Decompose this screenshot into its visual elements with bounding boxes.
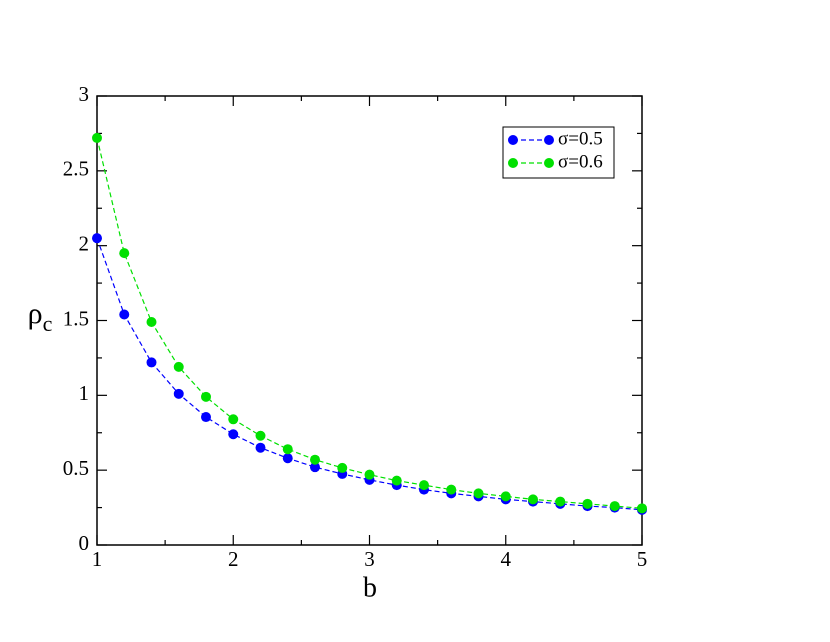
data-point — [228, 429, 239, 440]
data-point — [201, 391, 211, 402]
data-point — [637, 503, 647, 514]
y-tick-label: 0.5 — [63, 456, 89, 480]
y-tick-label: 0 — [79, 531, 90, 555]
data-point — [201, 412, 211, 423]
x-tick-label: 3 — [364, 547, 375, 571]
data-point — [555, 496, 566, 507]
x-tick-label: 1 — [92, 547, 103, 571]
data-point — [473, 488, 484, 499]
x-tick-label: 5 — [637, 547, 648, 571]
y-tick-label: 3 — [79, 82, 90, 106]
y-tick-label: 2.5 — [63, 157, 89, 181]
data-point — [119, 309, 130, 320]
data-point — [146, 357, 157, 368]
data-point — [582, 498, 593, 509]
data-point — [146, 316, 157, 327]
data-point — [92, 132, 102, 143]
data-point — [282, 453, 293, 464]
series-line — [96, 137, 643, 509]
legend-marker — [544, 158, 554, 168]
legend-marker — [544, 135, 554, 145]
data-point — [310, 462, 320, 473]
y-axis-label: ρc — [28, 297, 53, 336]
legend-marker — [508, 135, 518, 145]
x-axis-label: b — [363, 572, 377, 603]
y-tick-label: 2 — [79, 231, 90, 255]
data-point — [609, 501, 620, 512]
data-point — [337, 462, 348, 473]
legend-marker — [508, 158, 518, 168]
y-tick-label: 1 — [79, 381, 90, 405]
data-point — [282, 444, 293, 455]
data-point — [364, 469, 375, 480]
data-point — [310, 454, 320, 465]
y-axis-label-main: ρ — [28, 297, 43, 330]
data-point — [173, 361, 184, 372]
data-point — [255, 442, 266, 453]
data-point — [528, 494, 538, 505]
data-point — [391, 475, 402, 486]
data-point — [255, 430, 266, 441]
data-point — [228, 414, 239, 425]
data-point — [92, 233, 102, 244]
legend-label: σ=0.6 — [558, 151, 603, 172]
data-point — [173, 388, 184, 399]
data-point — [446, 484, 457, 495]
data-point — [500, 491, 511, 502]
x-tick-label: 2 — [228, 547, 239, 571]
data-point — [119, 248, 130, 259]
y-tick-label: 1.5 — [63, 306, 89, 330]
legend-label: σ=0.5 — [558, 128, 603, 149]
data-point — [419, 480, 429, 491]
x-tick-label: 4 — [501, 547, 512, 571]
y-axis-label-sub: c — [43, 311, 53, 336]
legend-box — [502, 126, 615, 179]
series-line — [96, 237, 643, 511]
